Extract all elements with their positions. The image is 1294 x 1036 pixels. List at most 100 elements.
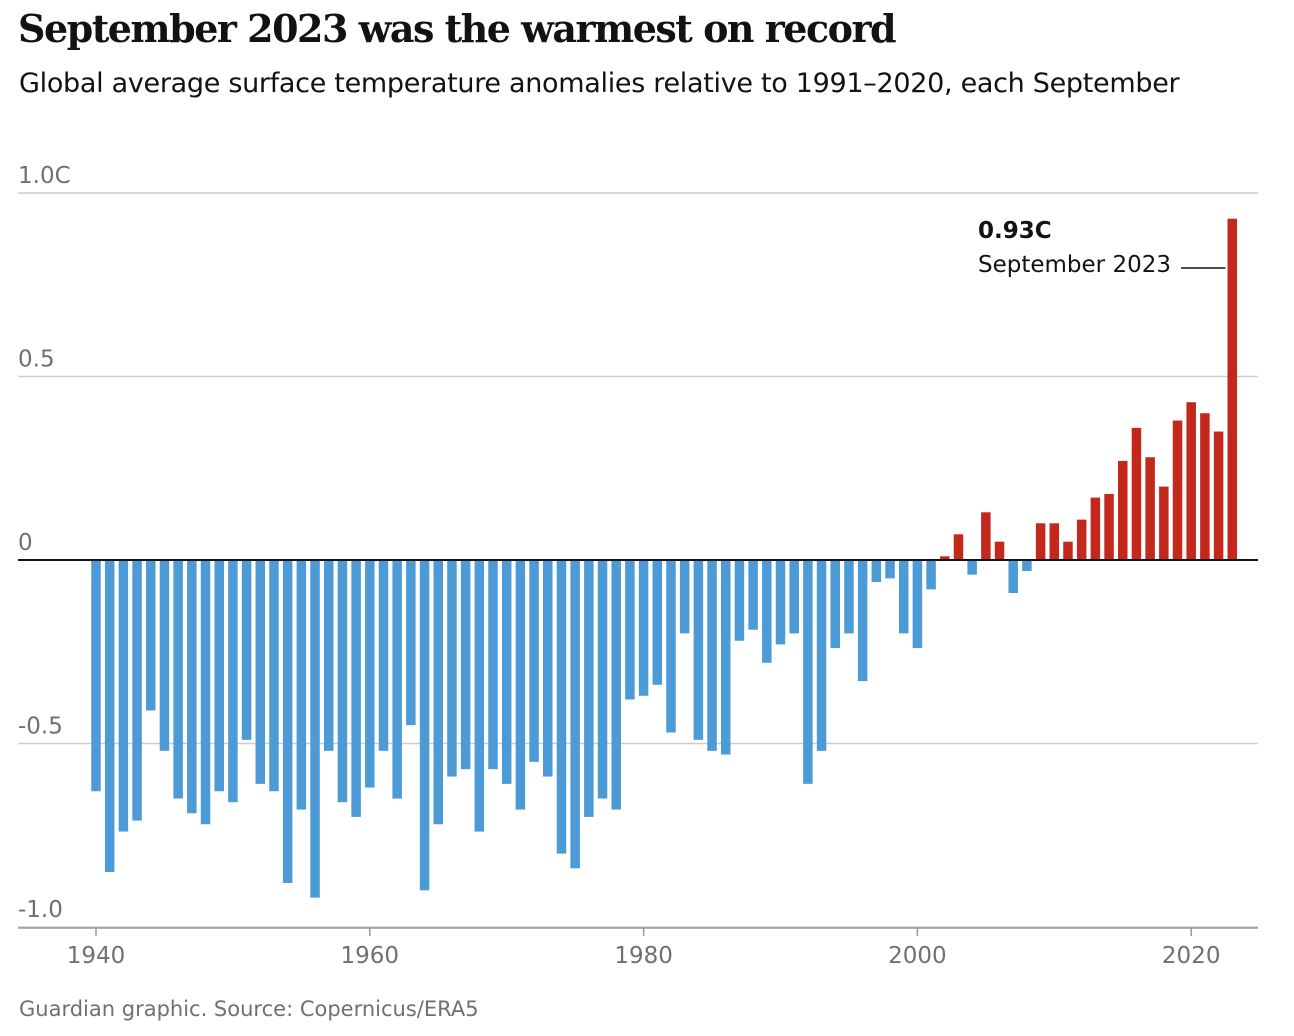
bar-1979 bbox=[625, 560, 635, 700]
bar-2013 bbox=[1090, 497, 1101, 560]
gridlines bbox=[18, 192, 1258, 928]
chart-title: September 2023 was the warmest on record bbox=[18, 6, 897, 51]
bar-2011 bbox=[1063, 541, 1073, 560]
bar-1948 bbox=[200, 560, 211, 825]
y-tick-label: 0.5 bbox=[18, 347, 55, 373]
bar-2009 bbox=[1035, 523, 1046, 560]
bar-1962 bbox=[392, 560, 402, 799]
bar-1982 bbox=[666, 560, 676, 733]
bar-1947 bbox=[187, 560, 197, 814]
bar-2015 bbox=[1118, 460, 1128, 560]
bar-2020 bbox=[1186, 402, 1196, 560]
bar-1965 bbox=[433, 560, 443, 825]
bar-1990 bbox=[775, 560, 786, 645]
bar-1954 bbox=[282, 560, 293, 883]
bar-2001 bbox=[926, 560, 936, 590]
bar-2016 bbox=[1131, 427, 1142, 560]
x-tick-label: 1960 bbox=[341, 943, 400, 969]
bar-1949 bbox=[214, 560, 224, 792]
y-tick-label: 1.0C bbox=[18, 163, 71, 189]
bar-1956 bbox=[310, 560, 320, 898]
bar-1977 bbox=[597, 560, 608, 799]
bar-1974 bbox=[556, 560, 567, 854]
y-tick-label: -1.0 bbox=[18, 897, 63, 923]
bar-2021 bbox=[1200, 413, 1210, 560]
bar-1978 bbox=[611, 560, 621, 810]
bar-1997 bbox=[871, 560, 882, 583]
y-tick-label: 0 bbox=[18, 530, 33, 556]
bar-1940 bbox=[91, 560, 101, 792]
bar-1988 bbox=[748, 560, 758, 630]
bar-1995 bbox=[844, 560, 854, 634]
bar-1961 bbox=[378, 560, 389, 751]
bar-1970 bbox=[501, 560, 512, 784]
bar-1994 bbox=[830, 560, 841, 649]
y-tick-label: -0.5 bbox=[18, 714, 63, 740]
bar-1950 bbox=[228, 560, 238, 803]
bar-1996 bbox=[857, 560, 868, 682]
bar-2005 bbox=[981, 512, 991, 560]
bar-1946 bbox=[173, 560, 183, 799]
chart-subtitle: Global average surface temperature anoma… bbox=[19, 68, 1180, 99]
bar-1971 bbox=[515, 560, 526, 810]
bar-2007 bbox=[1008, 560, 1018, 594]
bar-2014 bbox=[1104, 493, 1114, 560]
bar-1955 bbox=[296, 560, 307, 810]
x-tick-label: 1980 bbox=[614, 943, 673, 969]
bar-1975 bbox=[570, 560, 580, 869]
bar-1951 bbox=[241, 560, 252, 740]
x-tick-label: 1940 bbox=[67, 943, 126, 969]
bar-2017 bbox=[1145, 457, 1155, 560]
bar-1981 bbox=[652, 560, 663, 685]
bar-1992 bbox=[803, 560, 813, 784]
bar-1952 bbox=[255, 560, 266, 784]
bar-1980 bbox=[638, 560, 649, 696]
bar-1944 bbox=[146, 560, 156, 711]
bar-2008 bbox=[1022, 560, 1032, 572]
bar-1984 bbox=[693, 560, 704, 740]
bar-1957 bbox=[323, 560, 334, 751]
bar-2022 bbox=[1213, 431, 1224, 560]
bar-1993 bbox=[816, 560, 827, 751]
bars bbox=[91, 218, 1238, 898]
bar-1958 bbox=[337, 560, 348, 803]
annotation-label: September 2023 bbox=[978, 252, 1171, 278]
bar-1941 bbox=[104, 560, 115, 872]
bar-1969 bbox=[488, 560, 498, 770]
bar-1983 bbox=[679, 560, 690, 634]
bar-1987 bbox=[734, 560, 745, 641]
bar-1945 bbox=[159, 560, 170, 751]
bar-1989 bbox=[762, 560, 772, 663]
bar-2003 bbox=[953, 534, 964, 560]
bar-1991 bbox=[789, 560, 799, 634]
bar-1953 bbox=[269, 560, 279, 792]
bar-1967 bbox=[460, 560, 471, 770]
bar-2004 bbox=[967, 560, 977, 575]
x-tick-label: 2020 bbox=[1162, 943, 1221, 969]
bar-1968 bbox=[474, 560, 485, 832]
bar-1998 bbox=[885, 560, 895, 579]
bar-1942 bbox=[118, 560, 129, 832]
bar-2002 bbox=[940, 556, 950, 560]
bar-1973 bbox=[543, 560, 553, 777]
bar-2023 bbox=[1227, 218, 1238, 560]
bar-2019 bbox=[1172, 420, 1183, 560]
bar-1976 bbox=[584, 560, 594, 817]
bar-1972 bbox=[529, 560, 539, 762]
annotation-value: 0.93C bbox=[978, 218, 1052, 244]
bar-1999 bbox=[898, 560, 909, 634]
bar-2018 bbox=[1159, 486, 1169, 560]
bar-1943 bbox=[132, 560, 142, 821]
bar-1964 bbox=[419, 560, 430, 891]
bar-1986 bbox=[720, 560, 731, 755]
annotation: 0.93C September 2023 bbox=[978, 218, 1226, 278]
bar-1985 bbox=[707, 560, 717, 751]
bar-2000 bbox=[912, 560, 923, 649]
bar-1959 bbox=[351, 560, 361, 817]
x-tick-label: 2000 bbox=[888, 943, 947, 969]
source-note: Guardian graphic. Source: Copernicus/ERA… bbox=[19, 997, 479, 1021]
bar-1960 bbox=[365, 560, 375, 788]
bar-2010 bbox=[1049, 523, 1060, 560]
